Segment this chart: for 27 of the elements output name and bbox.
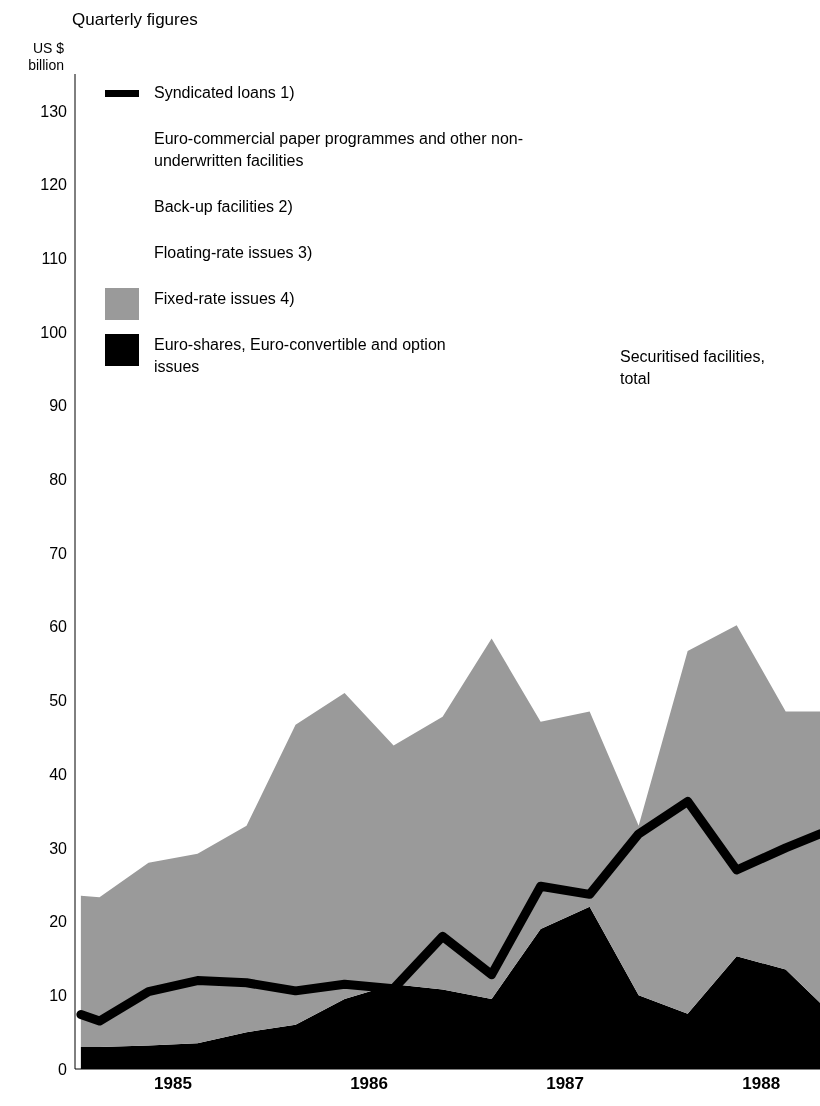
y-tick-label: 0 [58, 1060, 68, 1078]
y-tick-label: 50 [49, 692, 68, 710]
y-tick-label: 100 [40, 323, 68, 341]
y-tick-label: 10 [49, 986, 68, 1004]
x-tick-label: 1988 [742, 1074, 781, 1094]
x-tick-label: 1985 [154, 1074, 192, 1094]
y-tick-label: 70 [49, 544, 68, 562]
y-tick-label: 30 [49, 839, 68, 857]
y-tick-label: 110 [41, 249, 68, 267]
text: Floating-rate issues 3) [154, 243, 313, 263]
y-tick-label: 60 [49, 618, 68, 636]
y-tick-label: 130 [40, 102, 68, 120]
y-tick-label: 40 [49, 765, 68, 783]
legend-label: Syndicated loans 1) [154, 83, 295, 103]
text: Back-up facilities 2) [154, 197, 293, 217]
y-tick-label: 90 [49, 397, 68, 415]
text: Euro-commercial paper programmes and other non-underwritten facilities [154, 129, 525, 171]
x-tick-label: 1986 [350, 1074, 388, 1094]
legend-label: Euro-shares, Euro-convertible and option issues [154, 335, 447, 377]
chart-title: Quarterly figures [72, 10, 198, 30]
x-tick-label: 1987 [546, 1074, 585, 1094]
annotation: Securitised facilities, total [620, 347, 766, 389]
y-tick-label: 20 [49, 913, 68, 931]
legend-label: Fixed-rate issues 4) [154, 289, 295, 309]
y-axis-title: US $ billion [27, 40, 64, 74]
y-tick-label: 120 [40, 176, 68, 194]
y-tick-label: 80 [49, 471, 68, 489]
